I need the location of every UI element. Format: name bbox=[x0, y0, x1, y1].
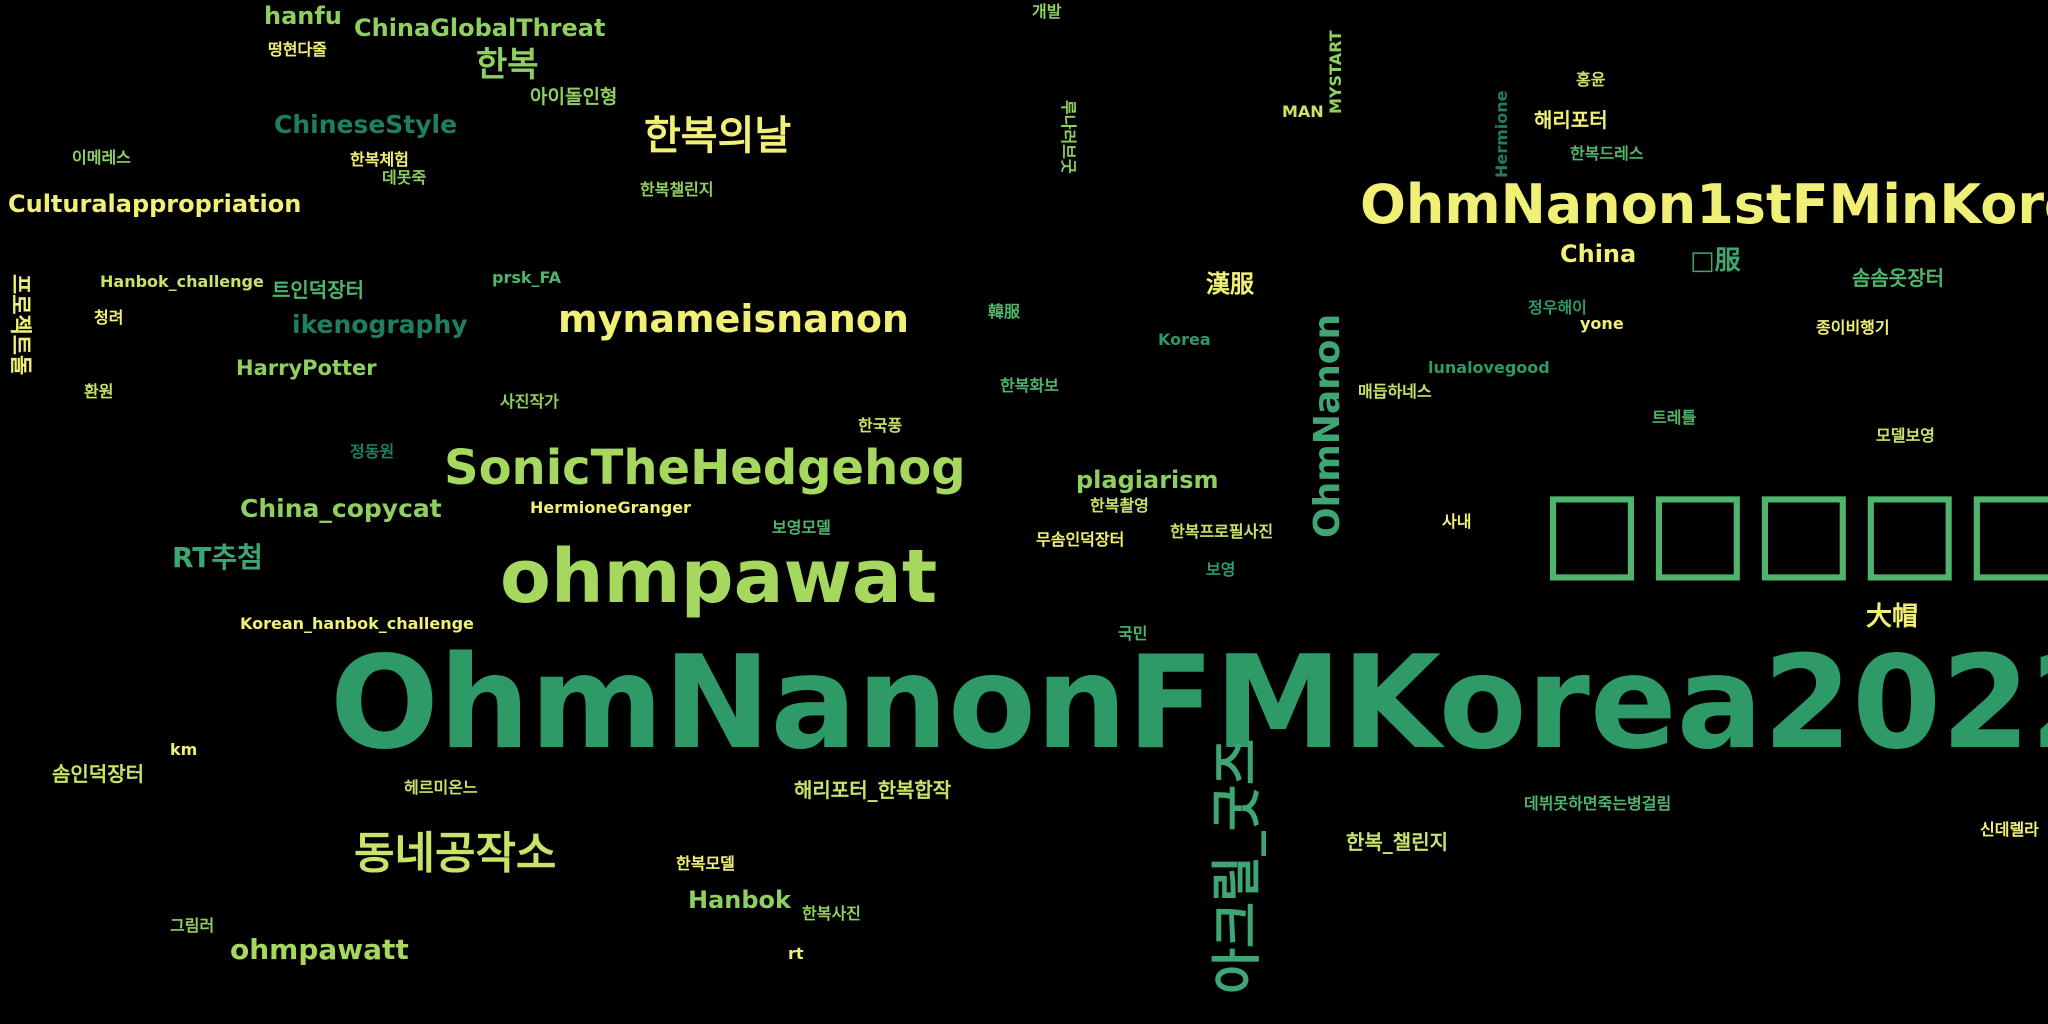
word-chinesestyle: ChineseStyle bbox=[274, 110, 458, 139]
word-word-55: 솜솜옷장터 bbox=[1852, 266, 1944, 290]
word-man: MAN bbox=[1282, 102, 1324, 121]
word-culturalappropriation: Culturalappropriation bbox=[8, 190, 302, 218]
word-china-copycat: China_copycat bbox=[240, 494, 442, 523]
word-hermione: Hermione bbox=[1492, 90, 1511, 178]
word-harrypotter-kr: 해리포터 bbox=[1534, 108, 1608, 132]
word-hanbok-dress: 한복드레스 bbox=[1570, 144, 1644, 163]
word-word-50: 홍윤 bbox=[1576, 70, 1606, 89]
word-acrylic-goods: 아크릴_굿즈 bbox=[1208, 739, 1266, 994]
word-ohmpawat: ohmpawat bbox=[500, 534, 938, 620]
word-rt-raffle: RT추첨 bbox=[172, 541, 263, 574]
word-hanbok-experience: 한복체험 bbox=[350, 150, 409, 169]
word-paper-plane: 종이비행기 bbox=[1816, 318, 1890, 337]
word-hanbok-cn: 韓服 bbox=[988, 302, 1021, 321]
word-boyoung: 보영 bbox=[1206, 560, 1236, 579]
word-lunalovegood: lunalovegood bbox=[1428, 358, 1550, 377]
word-hanbok-photo: 한복사진 bbox=[802, 904, 861, 923]
word-hanfu-cn: 漢服 bbox=[1206, 270, 1254, 298]
word-mynameisnanon: mynameisnanon bbox=[558, 297, 909, 341]
word-hanbok-shoot: 한복촬영 bbox=[1090, 496, 1149, 515]
word-word-78: 데뷔못하면죽는병걸림 bbox=[1524, 794, 1672, 813]
word-word-65: 트레틀 bbox=[1652, 408, 1697, 427]
word-hanbok-en: Hanbok bbox=[688, 886, 791, 914]
word-word-22: 트인덕장터 bbox=[272, 278, 364, 302]
word-korean-style: 한국풍 bbox=[858, 416, 903, 435]
word-ohmnanon: OhmNanon bbox=[1307, 313, 1348, 538]
word-prsk-fa: prsk_FA bbox=[492, 268, 561, 287]
word-sonicthehedgehog: SonicTheHedgehog bbox=[444, 440, 966, 496]
word-yone: yone bbox=[1580, 314, 1624, 333]
word-hanfu: hanfu bbox=[264, 2, 342, 30]
word-citizen: 국민 bbox=[1118, 624, 1148, 643]
word-word-74: 사내 bbox=[1442, 512, 1472, 531]
word-hanbok: 한복 bbox=[476, 45, 539, 85]
word-word-35: 솜인덕장터 bbox=[52, 762, 144, 786]
word-word-70: 무솜인덕장터 bbox=[1036, 530, 1125, 549]
word-hermione-kr: 헤르미온느 bbox=[404, 778, 478, 797]
word-hanbok-challenge-underscore: 한복_챌린지 bbox=[1346, 830, 1448, 854]
word-word-19: 데못죽 bbox=[382, 168, 427, 187]
word-hanbok-model: 한복모델 bbox=[676, 854, 735, 873]
word-harrypotter: HarryPotter bbox=[236, 356, 377, 380]
word-word-64: 매듭하네스 bbox=[1358, 382, 1432, 401]
word-china: China bbox=[1560, 240, 1637, 268]
word-word-29: 정동원 bbox=[350, 442, 395, 461]
word-fu-glyph: □服 bbox=[1690, 246, 1741, 276]
word-ikenography: ikenography bbox=[292, 310, 468, 339]
word-word-16: 떵현다줄 bbox=[268, 40, 327, 59]
word-hanbok-day: 한복의날 bbox=[644, 113, 792, 159]
word-word-59: 정우해이 bbox=[1528, 298, 1587, 317]
word-idol-doll: 아이돌인형 bbox=[530, 86, 618, 108]
word-korea: Korea bbox=[1158, 330, 1211, 349]
word-word-17: 이메레스 bbox=[72, 148, 131, 167]
word-word-25: 청려 bbox=[94, 308, 124, 327]
word-chinaglobalthreat: ChinaGlobalThreat bbox=[354, 14, 606, 42]
word-hanbok-challenge: Hanbok_challenge bbox=[100, 272, 264, 291]
word-project-doll: 프로젝트돌 bbox=[7, 274, 32, 376]
word-korean-hanbok-challenge: Korean_hanbok_challenge bbox=[240, 614, 474, 633]
word-plagiarism: plagiarism bbox=[1076, 466, 1219, 494]
word-ohmpawatt: ohmpawatt bbox=[230, 933, 409, 966]
word-word-27: 환원 bbox=[84, 382, 114, 401]
word-word-41: 그림러 bbox=[170, 916, 215, 935]
word-dama: 大帽 bbox=[1866, 602, 1919, 632]
word-photographer: 사진작가 bbox=[500, 392, 559, 411]
word-cinderella: 신데렐라 bbox=[1980, 820, 2039, 839]
word-rt: rt bbox=[788, 944, 804, 963]
word-hermionegranger: HermioneGranger bbox=[530, 498, 691, 517]
word-boyoung-model: 보영모델 bbox=[772, 518, 831, 537]
word-hanbok-pictorial: 한복화보 bbox=[1000, 376, 1059, 395]
word-mystart: MYSTART bbox=[1326, 30, 1345, 114]
word-word-46: 루나러브굿 bbox=[1059, 100, 1078, 174]
word-missing-glyphs: □□□□□□ bbox=[1540, 465, 2048, 593]
word-development: 개발 bbox=[1032, 2, 1062, 21]
word-ohmnanon1stfminkorea: OhmNanon1stFMinKorea bbox=[1360, 173, 2048, 236]
word-neighborhood-workshop: 동네공작소 bbox=[354, 828, 557, 879]
word-ohmnanonfmkorea2022: OhmNanonFMKorea2022 bbox=[330, 629, 2048, 778]
word-hanbok-profile-photo: 한복프로필사진 bbox=[1170, 522, 1274, 541]
word-hanbok-challenge-kr: 한복챌린지 bbox=[640, 180, 714, 199]
word-model-boyoung: 모델보영 bbox=[1876, 426, 1935, 445]
word-harrypotter-hanbok-collab: 해리포터_한복합작 bbox=[794, 778, 952, 802]
word-km: km bbox=[170, 740, 198, 759]
